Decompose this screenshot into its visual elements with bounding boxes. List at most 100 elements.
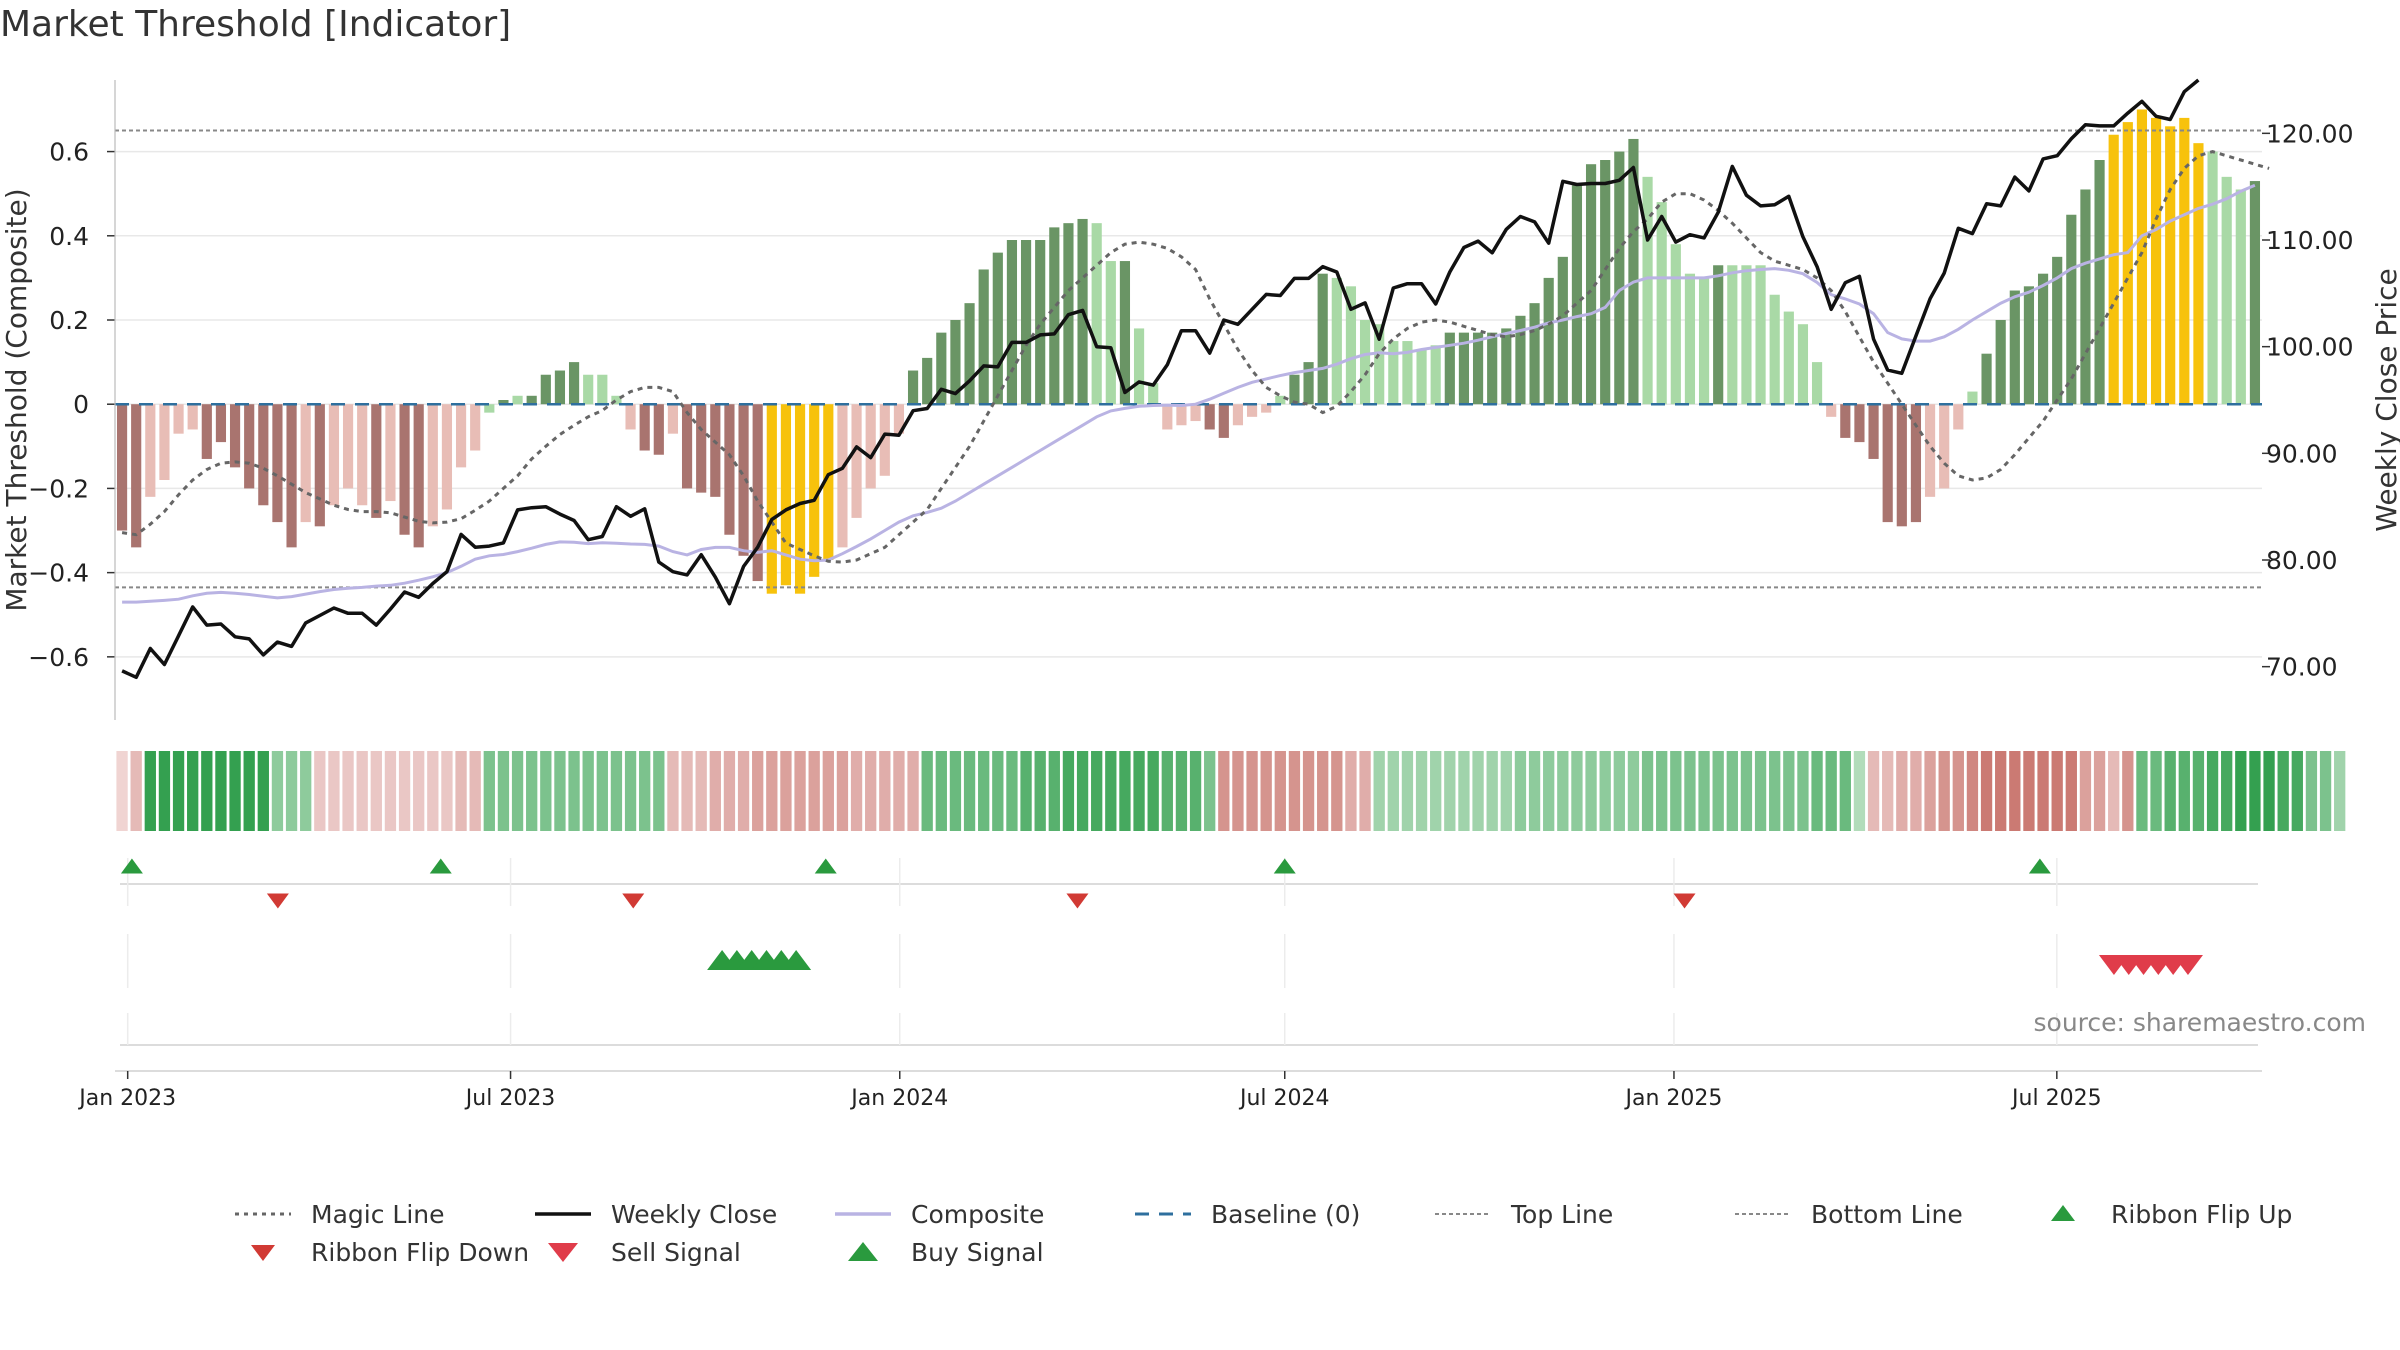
composite-bar bbox=[667, 404, 679, 434]
ribbon-cell bbox=[1656, 751, 1668, 831]
composite-bar bbox=[823, 404, 834, 560]
legend-label-magic-line: Magic Line bbox=[311, 1199, 445, 1229]
y2-tick-label: 70.00 bbox=[2266, 653, 2338, 682]
composite-bar bbox=[1402, 341, 1413, 405]
ribbon-cell bbox=[455, 751, 467, 831]
ribbon-cell bbox=[2136, 751, 2148, 831]
legend-item-ribbon-flip-down: Ribbon Flip Down bbox=[235, 1233, 529, 1271]
composite-bar bbox=[1119, 261, 1131, 405]
ribbon-cell bbox=[2235, 751, 2247, 831]
legend-label-top-line: Top Line bbox=[1511, 1199, 1614, 1229]
ribbon-cell bbox=[2249, 751, 2261, 831]
ribbon-cell bbox=[300, 751, 312, 831]
legend-swatch-ribbon-flip-down bbox=[251, 1245, 275, 1261]
composite-bar bbox=[1684, 273, 1696, 405]
composite-bar bbox=[752, 404, 763, 582]
composite-bar bbox=[1882, 404, 1893, 523]
legend-item-sell-signal: Sell Signal bbox=[535, 1233, 741, 1271]
ribbon-cell bbox=[1331, 751, 1343, 831]
ribbon-cell bbox=[285, 751, 298, 831]
ribbon-cell bbox=[1486, 751, 1498, 831]
ribbon-flip-up-marker bbox=[120, 858, 143, 874]
composite-bar bbox=[1091, 223, 1102, 405]
legend-item-baseline: Baseline (0) bbox=[1135, 1195, 1360, 1233]
ribbon-cell bbox=[2009, 751, 2021, 831]
composite-bar bbox=[1049, 227, 1060, 405]
ribbon-cell bbox=[2108, 751, 2120, 831]
ribbon-cell bbox=[949, 751, 962, 831]
ribbon-cell bbox=[1811, 751, 1823, 831]
ribbon-cell bbox=[271, 751, 284, 831]
ribbon-cell bbox=[1105, 751, 1117, 831]
ribbon-flip-up-marker bbox=[2028, 858, 2051, 874]
composite-bar bbox=[1374, 324, 1385, 405]
ribbon-cell bbox=[1175, 751, 1188, 831]
composite-bar bbox=[710, 404, 721, 497]
composite-bar bbox=[1755, 265, 1766, 405]
composite-bar bbox=[1148, 383, 1159, 405]
ribbon-cell bbox=[172, 751, 185, 831]
ribbon-cell bbox=[257, 751, 269, 831]
composite-bar bbox=[681, 404, 693, 489]
composite-bar bbox=[1868, 404, 1879, 459]
ribbon-cell bbox=[1966, 751, 1979, 831]
ribbon-cell bbox=[992, 751, 1004, 831]
ribbon-cell bbox=[229, 751, 241, 831]
composite-bar bbox=[1232, 404, 1244, 426]
ribbon-cell bbox=[2164, 751, 2176, 831]
composite-bar bbox=[1953, 404, 1964, 430]
composite-bar bbox=[314, 404, 325, 527]
ribbon-cell bbox=[526, 751, 538, 831]
ribbon-cell bbox=[1670, 751, 1682, 831]
composite-bar bbox=[766, 404, 777, 594]
composite-bar bbox=[1543, 277, 1554, 405]
composite-bar bbox=[1981, 353, 1992, 405]
legend-swatch-sell-signal bbox=[548, 1243, 578, 1262]
ribbon-flip-up-marker bbox=[814, 858, 837, 874]
ribbon-cell bbox=[1034, 751, 1046, 831]
composite-bar bbox=[413, 404, 424, 548]
ribbon-cell bbox=[1373, 751, 1385, 831]
composite-bar bbox=[2249, 181, 2261, 405]
x-tick-label: Jul 2024 bbox=[1238, 1086, 1330, 1111]
y-tick-label: 0 bbox=[73, 390, 89, 419]
composite-bar bbox=[173, 404, 184, 434]
ribbon-cell bbox=[723, 751, 736, 831]
ribbon-flip-down-marker bbox=[1673, 893, 1696, 909]
ribbon-cell bbox=[1896, 751, 1908, 831]
ribbon-cell bbox=[2065, 751, 2077, 831]
y-tick-label: 0.6 bbox=[49, 138, 89, 167]
ribbon-cell bbox=[1839, 751, 1851, 831]
composite-bar bbox=[554, 370, 566, 405]
ribbon-cell bbox=[582, 751, 594, 831]
ribbon-cell bbox=[2206, 751, 2219, 831]
ribbon-cell bbox=[893, 751, 905, 831]
composite-bar bbox=[1585, 164, 1597, 405]
composite-bar bbox=[385, 404, 396, 502]
ribbon-cell bbox=[1571, 751, 1583, 831]
ribbon-cell bbox=[639, 751, 651, 831]
y-axis-label: Market Threshold (Composite) bbox=[0, 188, 33, 611]
composite-bar bbox=[1275, 395, 1286, 405]
ribbon-cell bbox=[935, 751, 947, 831]
ribbon-cell bbox=[921, 751, 933, 831]
composite-bar bbox=[893, 404, 905, 434]
composite-bar bbox=[2009, 290, 2020, 405]
ribbon-cell bbox=[1740, 751, 1753, 831]
ribbon-cell bbox=[2277, 751, 2289, 831]
composite-bar bbox=[1416, 349, 1427, 405]
y2-tick-label: 100.00 bbox=[2266, 333, 2353, 362]
buy-signal-marker bbox=[781, 950, 812, 970]
composite-bar bbox=[244, 404, 255, 489]
y2-tick-label: 120.00 bbox=[2266, 119, 2353, 148]
composite-bar bbox=[837, 404, 848, 548]
ribbon-cell bbox=[1161, 751, 1173, 831]
ribbon-cell bbox=[1006, 751, 1018, 831]
ribbon-cell bbox=[1458, 751, 1470, 831]
ribbon-cell bbox=[822, 751, 834, 831]
ribbon-cell bbox=[2093, 751, 2106, 831]
composite-bar bbox=[1741, 265, 1752, 405]
ribbon-cell bbox=[1302, 751, 1315, 831]
composite-bar bbox=[2023, 286, 2035, 405]
ribbon-cell bbox=[865, 751, 877, 831]
